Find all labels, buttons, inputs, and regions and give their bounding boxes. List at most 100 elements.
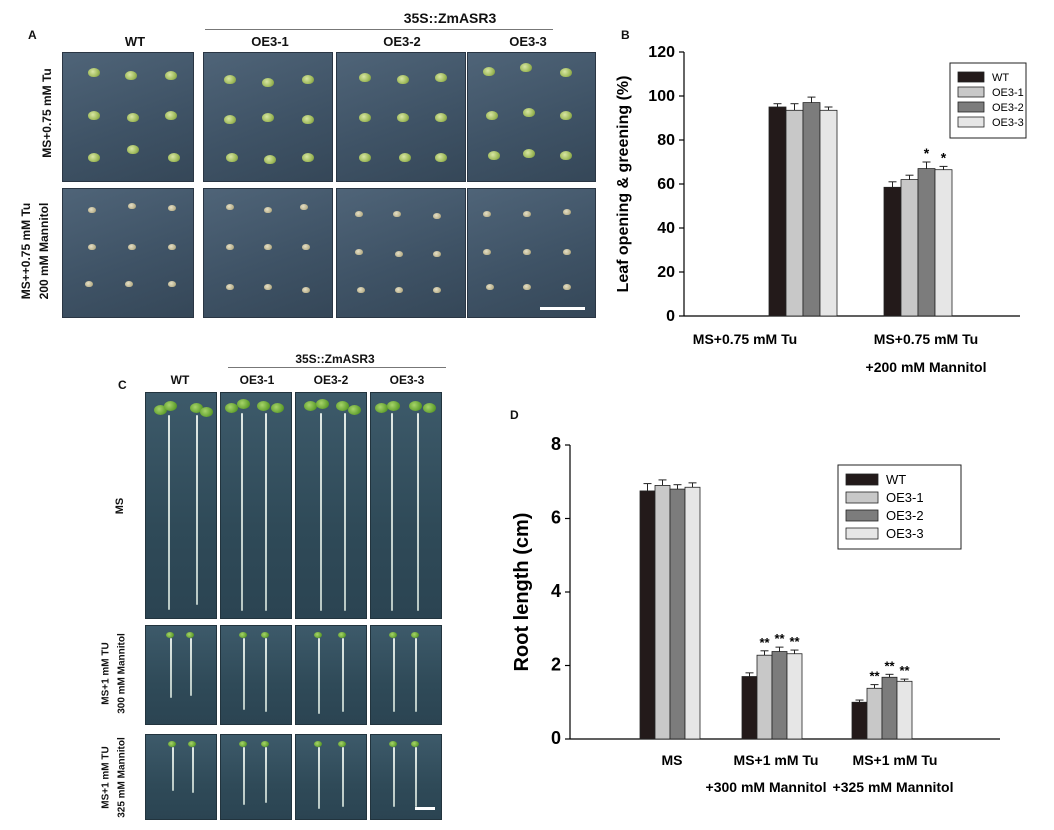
panel-c-photo-oe3-2-ms [295, 392, 367, 619]
panel-c-col-wt: WT [170, 373, 190, 387]
chart-d-bar-oe3-2-0 [669, 488, 686, 740]
chart-b-legend-swatch-oe3-1 [957, 86, 985, 98]
chart-d-sig-oe3-2-1: ** [774, 631, 785, 646]
chart-b-bar-oe3-1-1 [900, 179, 919, 317]
panel-a-row2-label-line1: MS++0.75 mM Tu [19, 202, 33, 300]
chart-b-xlabel-0-0: MS+0.75 mM Tu [693, 331, 797, 347]
chart-b-sig-oe3-2-1: * [924, 145, 930, 161]
panel-a-col-wt: WT [124, 34, 146, 49]
chart-d-legend-label-oe3-1: OE3-1 [886, 490, 924, 505]
chart-b-bar-oe3-3-0 [819, 109, 838, 317]
panel-a-construct-label: 35S::ZmASR3 [403, 10, 497, 26]
chart-d-xlabel-0-0: MS [662, 752, 683, 768]
panel-c-row2-label-line2: 300 mM Mannitol [116, 633, 128, 714]
chart-d-legend-swatch-oe3-1 [845, 491, 879, 504]
chart-d-sig-oe3-2-2: ** [884, 658, 895, 673]
scale-bar-a [540, 307, 585, 310]
panel-a-construct-line [205, 29, 553, 30]
panel-a-photo-wt-row2 [62, 188, 194, 318]
chart-d: 0 2 4 6 8 Root length (cm) MS ** ** ** MS+1 mM Tu +… [511, 434, 1000, 795]
panel-a-col-oe3-2: OE3-2 [383, 34, 421, 49]
chart-d-bar-oe3-1-1 [756, 654, 773, 740]
panel-c-photo-oe3-3-325 [370, 734, 442, 820]
chart-b-ylabel: Leaf opening & greening (%) [615, 76, 632, 293]
panel-c-photo-oe3-1-300 [220, 625, 292, 725]
chart-b-bar-wt-0 [768, 106, 787, 317]
chart-d-sig-oe3-1-2: ** [869, 669, 880, 684]
chart-d-legend-label-oe3-3: OE3-3 [886, 526, 924, 541]
chart-d-bar-oe3-3-1 [786, 653, 803, 740]
chart-d-legend-label-oe3-2: OE3-2 [886, 508, 924, 523]
panel-a-photo-wt-row1 [62, 52, 194, 182]
chart-d-bar-oe3-3-0 [684, 486, 701, 740]
chart-b-sig-oe3-3-1: * [941, 149, 947, 165]
panel-a-row2-label-line2: 200 mM Mannitol [37, 202, 51, 300]
panel-c-row3-label-line1: MS+1 mM TU [100, 746, 112, 809]
panel-c-col-oe3-2: OE3-2 [313, 373, 349, 387]
chart-d-ylabel: Root length (cm) [511, 513, 533, 672]
panel-c-col-oe3-3: OE3-3 [389, 373, 425, 387]
chart-d-sig-oe3-3-2: ** [899, 663, 910, 678]
panel-a-photo-oe3-3-row2 [467, 188, 596, 318]
chart-b-legend-label-oe3-3: OE3-3 [992, 117, 1024, 129]
chart-d-bar-oe3-3-2 [896, 680, 913, 740]
chart-b-legend-swatch-oe3-3 [957, 116, 985, 128]
chart-d-ytick-label-8: 8 [551, 434, 561, 454]
chart-d-bar-oe3-1-0 [654, 485, 671, 740]
chart-d-bar-oe3-2-1 [771, 651, 788, 740]
chart-b: 0 20 40 60 80 100 120 Leaf opening & greening (… [615, 44, 1027, 375]
chart-b-ytick-label-0: 0 [666, 308, 675, 325]
chart-b-xlabel-1-0: MS+0.75 mM Tu [874, 331, 978, 347]
panel-c-photo-wt-300 [145, 625, 217, 725]
panel-c-photo-wt-ms [145, 392, 217, 619]
panel-c-construct-line [228, 367, 446, 368]
chart-d-bar-wt-2 [851, 701, 868, 740]
chart-d-bar-oe3-2-2 [881, 676, 898, 740]
chart-b-ytick-label-20: 20 [657, 264, 675, 281]
chart-b-legend-label-oe3-2: OE3-2 [992, 102, 1024, 114]
chart-b-legend-swatch-oe3-2 [957, 101, 985, 113]
chart-b-ytick-label-80: 80 [657, 132, 675, 149]
panel-c-col-oe3-1: OE3-1 [239, 373, 275, 387]
panel-a-col-oe3-3: OE3-3 [509, 34, 547, 49]
chart-d-legend-label-wt: WT [886, 472, 906, 487]
chart-d-ytick-label-2: 2 [551, 655, 561, 675]
chart-b-bar-oe3-3-1 [934, 169, 953, 317]
chart-b-legend-label-oe3-1: OE3-1 [992, 87, 1024, 99]
panel-a-photo-oe3-1-row2 [203, 188, 333, 318]
chart-d-ytick-label-4: 4 [551, 581, 561, 601]
scale-bar-c [415, 807, 435, 810]
chart-d-xlabel-1-1: +300 mM Mannitol [706, 779, 827, 795]
chart-b-bar-oe3-2-1 [917, 168, 936, 317]
panel-c-photo-oe3-3-300 [370, 625, 442, 725]
panel-c-photo-oe3-1-325 [220, 734, 292, 820]
panel-a-row1-label: MS+0.75 mM Tu [40, 68, 54, 158]
chart-b-ytick-label-60: 60 [657, 176, 675, 193]
panel-c-photo-oe3-2-325 [295, 734, 367, 820]
chart-d-legend-swatch-wt [845, 473, 879, 486]
chart-b-legend-swatch-wt [957, 71, 985, 83]
chart-d-xlabel-2-0: MS+1 mM Tu [853, 752, 938, 768]
panel-a-photo-oe3-1-row1 [203, 52, 333, 182]
panel-label-b: B [621, 28, 630, 42]
chart-d-sig-oe3-3-1: ** [789, 634, 800, 649]
panel-label-c: C [118, 378, 127, 392]
chart-d-sig-oe3-1-1: ** [759, 635, 770, 650]
chart-d-legend-swatch-oe3-3 [845, 527, 879, 540]
chart-d-ytick-label-0: 0 [551, 728, 561, 748]
chart-b-ytick-label-100: 100 [648, 88, 675, 105]
chart-d-bar-wt-1 [741, 676, 758, 740]
panel-c-row3-label-line2: 325 mM Mannitol [116, 737, 128, 818]
chart-d-ytick-label-6: 6 [551, 508, 561, 528]
chart-b-ytick-label-40: 40 [657, 220, 675, 237]
panel-c-photo-oe3-1-ms [220, 392, 292, 619]
chart-d-xlabel-1-0: MS+1 mM Tu [734, 752, 819, 768]
panel-label-a: A [28, 28, 37, 42]
chart-b-bar-oe3-2-0 [802, 102, 821, 317]
chart-d-bar-wt-0 [639, 490, 656, 740]
panel-a-col-oe3-1: OE3-1 [251, 34, 289, 49]
panel-a-photo-oe3-2-row2 [336, 188, 466, 318]
chart-b-legend-label-wt: WT [992, 72, 1009, 84]
chart-d-xlabel-2-1: +325 mM Mannitol [833, 779, 954, 795]
chart-d-bar-oe3-1-2 [866, 687, 883, 740]
